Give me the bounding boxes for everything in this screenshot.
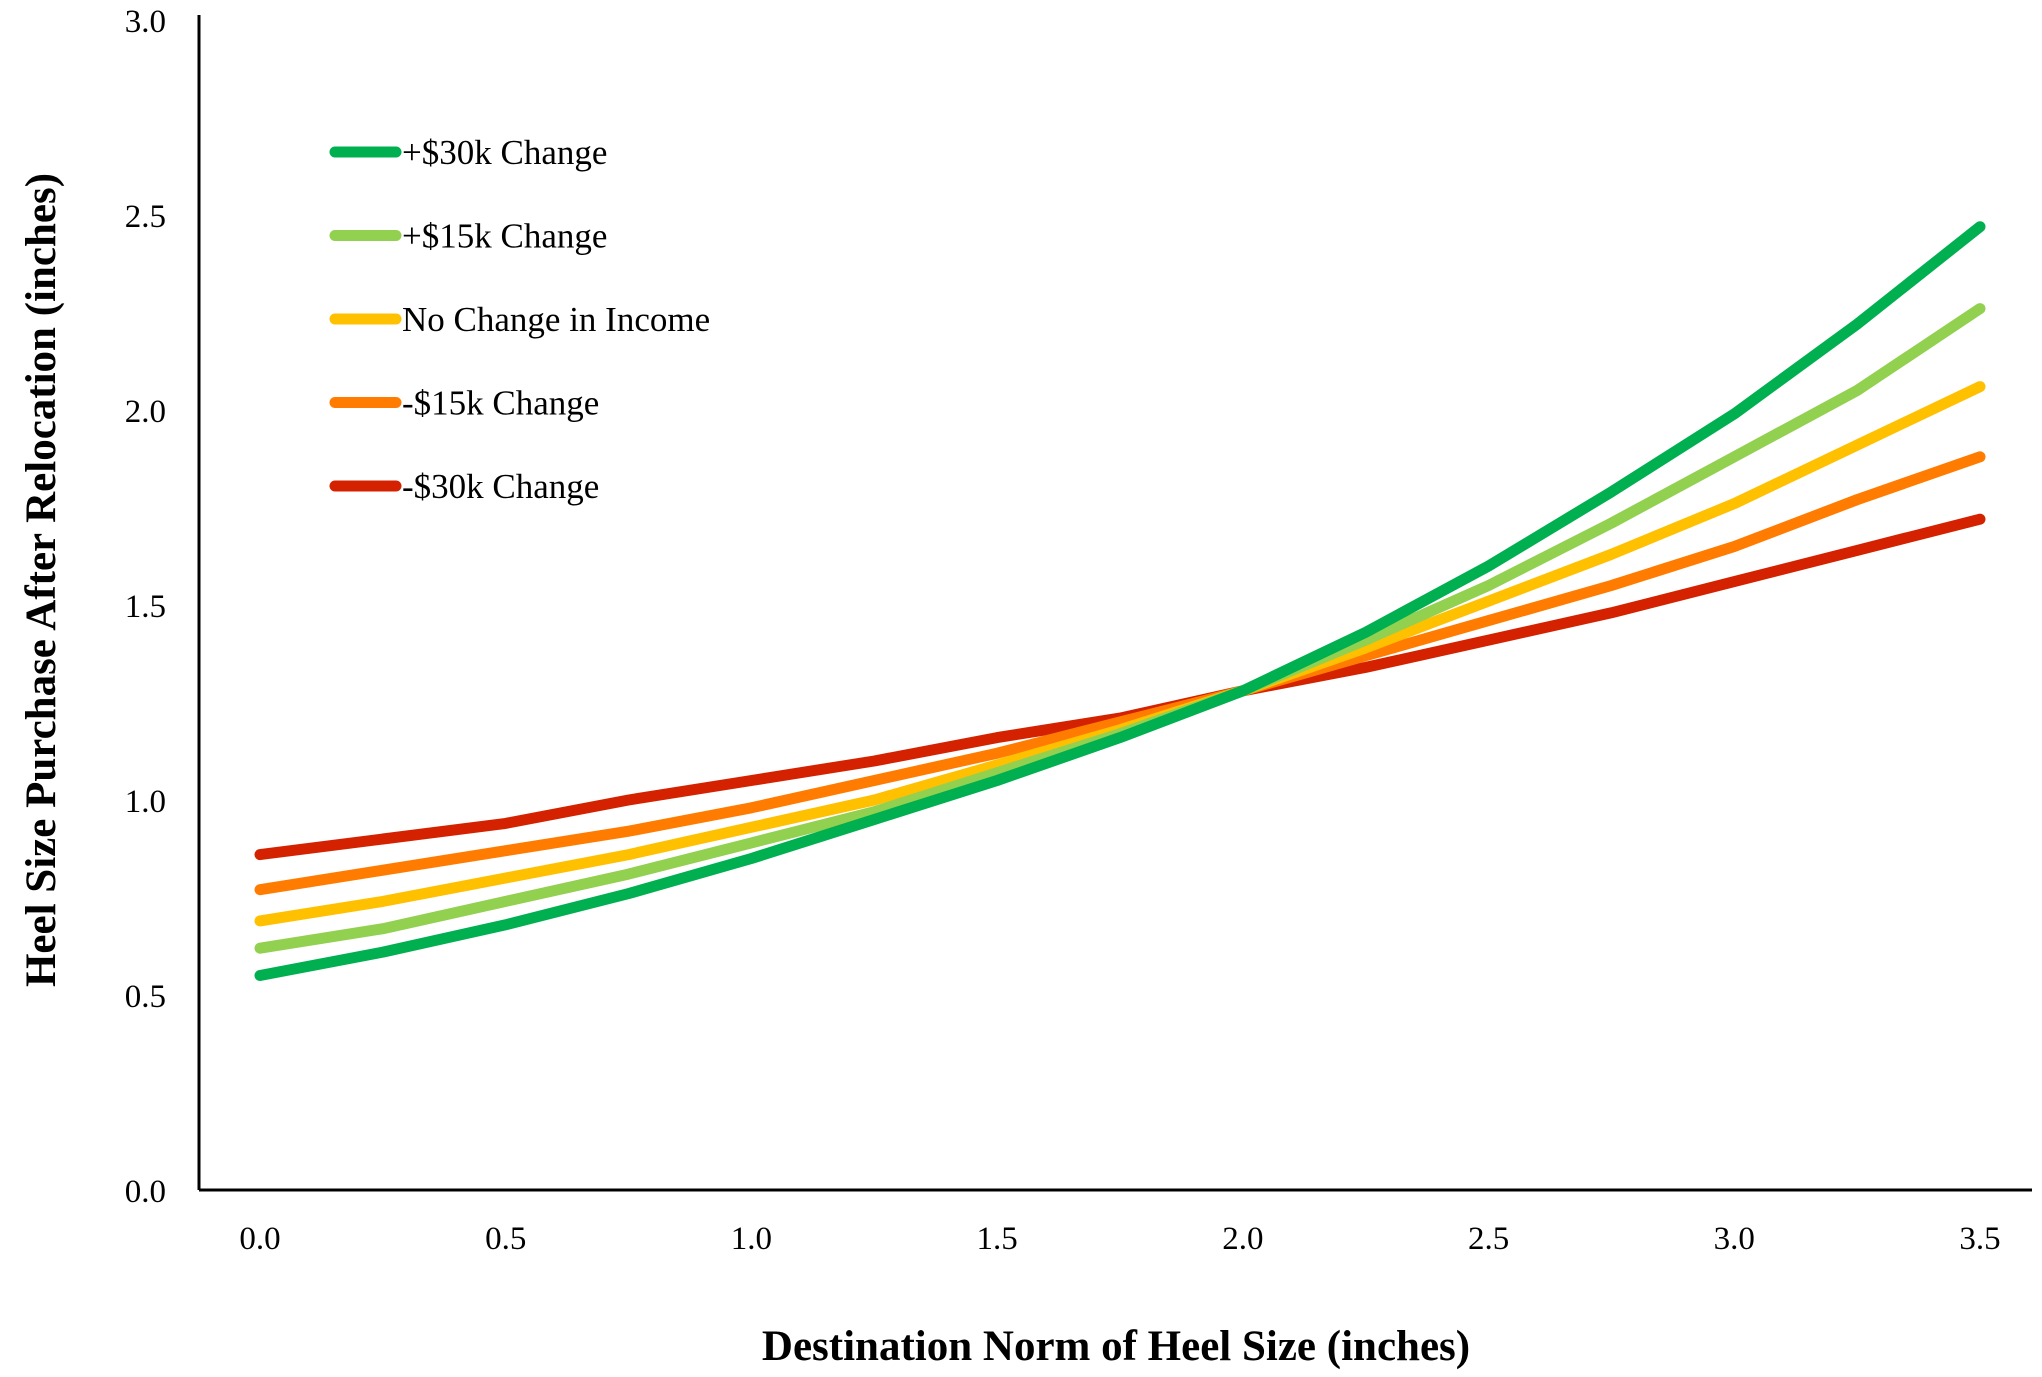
x-axis-title: Destination Norm of Heel Size (inches) — [762, 1323, 1470, 1370]
y-tick-label: 0.0 — [125, 1174, 166, 1210]
legend-label: -$30k Change — [402, 467, 599, 506]
y-tick-label: 3.0 — [125, 4, 166, 40]
legend-label: -$15k Change — [402, 384, 599, 423]
legend-label: No Change in Income — [402, 300, 710, 339]
x-tick-label: 1.5 — [977, 1221, 1018, 1257]
x-tick-label: 2.0 — [1222, 1221, 1263, 1257]
y-tick-label: 2.0 — [125, 394, 166, 430]
y-tick-label: 2.5 — [125, 199, 166, 235]
legend-label: +$15k Change — [402, 217, 607, 256]
legend: +$30k Change +$15k Change No Change in Inc… — [329, 133, 710, 506]
series-line-30k-change — [254, 513, 1986, 861]
series-line-15k-change — [254, 451, 1986, 896]
legend-label: +$30k Change — [402, 133, 607, 172]
y-tick-labels: 0.0 0.5 1.0 1.5 2.0 2.5 3.0 — [125, 4, 166, 1210]
x-tick-label: 2.5 — [1468, 1221, 1509, 1257]
y-tick-label: 1.0 — [125, 784, 166, 820]
y-axis-title: Heel Size Purchase After Relocation (inc… — [18, 173, 65, 987]
y-tick-label: 1.5 — [125, 589, 166, 625]
x-tick-labels: 0.0 0.5 1.0 1.5 2.0 2.5 3.0 3.5 — [239, 1221, 2000, 1257]
series-line-30k-change — [254, 221, 1986, 981]
series-layer — [254, 221, 1986, 981]
x-tick-label: 3.0 — [1714, 1221, 1755, 1257]
x-tick-label: 0.5 — [485, 1221, 526, 1257]
y-tick-label: 0.5 — [125, 979, 166, 1015]
x-tick-label: 0.0 — [239, 1221, 280, 1257]
x-tick-label: 3.5 — [1959, 1221, 2000, 1257]
x-tick-label: 1.0 — [731, 1221, 772, 1257]
